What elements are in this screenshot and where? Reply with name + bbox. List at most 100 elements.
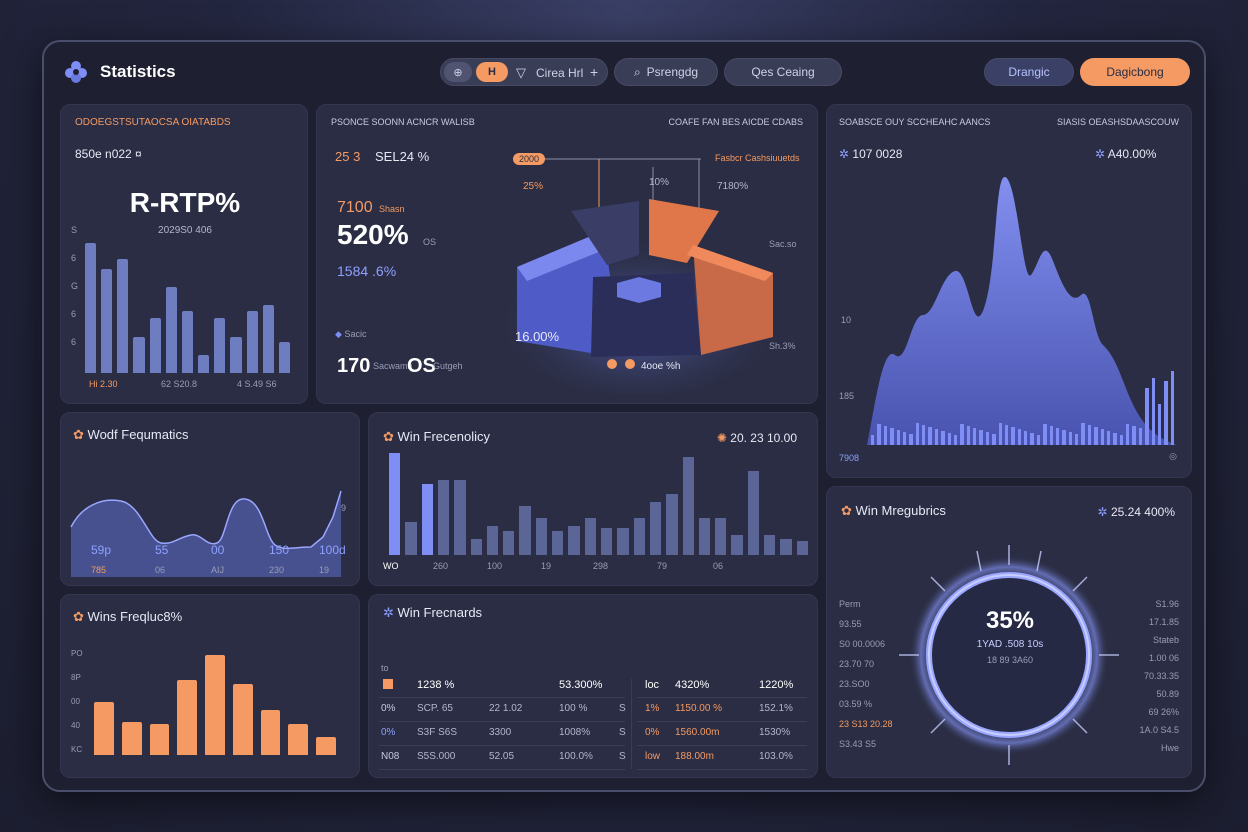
records-row-divider [379, 697, 625, 698]
rtp-bar [149, 318, 161, 373]
wm-right-item: Stateb [1152, 635, 1179, 645]
wm-ring-chart [899, 545, 1119, 765]
wins-y-axis: PO 8P 00 40 KC [71, 649, 91, 759]
wm-stat: ✲ 25.24 400% [1097, 505, 1175, 519]
records-cell: 53.300% [559, 679, 603, 691]
records-row-divider-right [637, 769, 807, 770]
records-cell: S5S.000 [417, 751, 456, 762]
records-cell-right: 1150.00 % [675, 703, 723, 714]
dist-bar [1068, 432, 1072, 445]
records-cell: 22 1.02 [489, 703, 523, 714]
wm-left-item: S3.43 S5 [839, 739, 877, 749]
wm-right-item: 1.00 06 [1148, 653, 1179, 663]
records-cell-right: 1220% [759, 679, 794, 691]
wins-bar [177, 679, 198, 755]
wfreq-footer-label: WO [383, 561, 399, 571]
wins-bar [232, 683, 253, 755]
records-cell-right: 0% [645, 727, 660, 738]
wfreq-footer: WO 260 100 19 298 79 06 [383, 561, 803, 575]
donut-label-right-1: Sac.so [769, 239, 797, 249]
rtp-panel-subtitle: 850e n022 ¤ [75, 147, 142, 161]
wfreq-bar [584, 518, 596, 555]
dist-bar [1132, 426, 1136, 445]
dist-bar [1036, 435, 1041, 445]
donut-title-left: PSONCE SOONN ACNCR WALISB [331, 117, 475, 127]
records-cell-right: loc [645, 679, 660, 691]
dist-footer-left: 7908 [839, 453, 860, 463]
dist-bar [1043, 424, 1047, 445]
wfreq-bar [698, 518, 711, 555]
wm-left-item: 23.70 70 [839, 659, 875, 669]
wm-right-item: 17.1.85 [1148, 617, 1179, 627]
dist-bar [979, 430, 983, 445]
page-title: Statistics [100, 62, 176, 81]
donut-label-1600: 16.00% [515, 329, 560, 344]
rtp-bar [85, 243, 97, 373]
dist-bar [960, 424, 964, 445]
bars-icon [383, 679, 393, 689]
donut-bottom-left-note: Sacwamh [373, 361, 413, 371]
records-cell-right: 1530% [759, 727, 791, 738]
add-icon[interactable]: + [590, 64, 599, 80]
records-cell: 0% [381, 703, 396, 714]
rtp-y-tick: G [71, 281, 79, 291]
donut-slice-orange-top [649, 199, 719, 263]
records-cell-right: 1560.00m [675, 727, 720, 738]
rtp-bar [101, 269, 113, 373]
wf-label-5: 100d [319, 543, 346, 557]
wfreq-bar [617, 528, 629, 555]
dist-bar [902, 432, 907, 445]
dist-bar [1113, 433, 1117, 445]
donut-chip-line: Fasbcr Cashsiuuetds [715, 153, 800, 163]
wf-label-1: 59p [91, 543, 112, 557]
win-metrics-panel: ✿ Win Mregubrics ✲ 25.24 400% 35% [826, 486, 1192, 778]
chart-label[interactable]: Cirea Hrl [536, 66, 584, 80]
app-logo [64, 60, 88, 84]
records-cell: 1008% [559, 727, 591, 738]
dist-bar [1094, 427, 1098, 445]
donut-stat1b: SEL24 % [375, 149, 430, 164]
records-row-divider [379, 745, 625, 746]
wins-bar [94, 701, 114, 755]
records-cell: 0% [381, 727, 396, 738]
donut-bottom-left: 170 [337, 355, 371, 377]
toolbar-icon-button[interactable]: ⊕ [444, 62, 472, 82]
wf-sublabel-3: AIJ [211, 565, 225, 575]
wfreq-bar [747, 471, 760, 555]
flower-icon-4: ✿ [73, 609, 84, 624]
dist-bar [985, 432, 990, 445]
records-sep: S [619, 727, 626, 738]
dist-bar [1017, 429, 1021, 445]
wf-y-top: 9 [341, 503, 347, 513]
dist-bar [1062, 430, 1066, 445]
dist-bar [1087, 425, 1092, 445]
network-icon-4: ✲ [383, 605, 394, 620]
wf-wave-chart [70, 490, 342, 577]
donut-bottom-mid-note: Gutgeh [433, 361, 463, 371]
wf-sublabel-2: 06 [155, 565, 166, 575]
toolbar-active-button[interactable]: H [476, 62, 508, 82]
dist-bar [992, 434, 996, 445]
rtp-y-tick: 6 [71, 309, 77, 319]
primary-button[interactable]: Dagicbong [1080, 58, 1190, 86]
donut-stat2: 7100 [337, 199, 373, 216]
dist-bar [953, 435, 958, 445]
secondary-button[interactable]: Drangic [984, 58, 1074, 86]
dist-bar [1164, 381, 1168, 445]
wm-left-list: Perm 93.55 S0 00.0006 23.70 70 23.SO0 03.59 %… [839, 599, 919, 769]
dist-bar [909, 434, 913, 445]
crafting-button[interactable]: Qes Ceaing [724, 58, 842, 86]
records-table: 1238 % 53.300% 0% SCP. 65 22 1.02 100 % S 0% S3F… [369, 679, 817, 775]
dist-bar [1100, 429, 1104, 445]
filter-icon[interactable]: ▽ [516, 65, 526, 80]
flower-icon: ✿ [73, 427, 84, 442]
search-button[interactable]: ⌕ Psrengdg [614, 58, 718, 86]
records-sep: S [619, 751, 626, 762]
dist-bar [1011, 427, 1015, 445]
rtp-bar [181, 310, 194, 373]
wfreq-bar [715, 518, 727, 555]
wfreq-bar [731, 534, 743, 555]
wfreq-bar [535, 518, 548, 555]
donut-stat1: 25 3 [335, 149, 361, 164]
wf-sublabel-1: 785 [91, 565, 107, 575]
